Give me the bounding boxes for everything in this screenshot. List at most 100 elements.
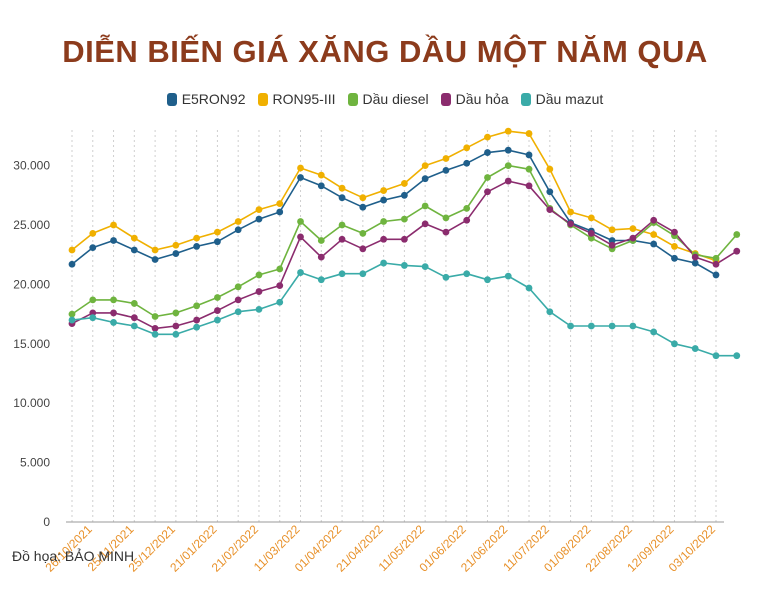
data-point-ron95-iii	[255, 206, 263, 213]
data-point-d-u-h-a	[234, 296, 242, 304]
data-point-d-u-h-a	[255, 288, 263, 295]
data-point-d-u-diesel	[587, 234, 595, 242]
data-point-d-u-mazut	[463, 270, 471, 278]
data-point-d-u-h-a	[629, 234, 637, 242]
data-point-ron95-iii	[130, 234, 138, 242]
data-point-ron95-iii	[484, 133, 491, 141]
legend-swatch-diesel	[347, 92, 358, 106]
data-point-d-u-h-a	[546, 206, 554, 213]
data-point-e5ron92	[255, 215, 263, 223]
data-point-d-u-mazut	[130, 322, 138, 330]
data-point-d-u-diesel	[255, 271, 263, 279]
y-tick-label: 10.000	[13, 396, 50, 410]
data-point-d-u-mazut	[193, 323, 201, 331]
data-point-e5ron92	[525, 151, 533, 159]
data-point-d-u-mazut	[567, 322, 574, 330]
data-point-d-u-mazut	[525, 284, 533, 292]
data-point-d-u-mazut	[400, 262, 408, 269]
data-point-e5ron92	[442, 166, 450, 174]
data-point-d-u-diesel	[733, 231, 741, 238]
y-tick-label: 20.000	[13, 277, 50, 291]
data-point-e5ron92	[691, 259, 699, 267]
data-point-d-u-mazut	[504, 272, 512, 280]
data-point-ron95-iii	[110, 221, 117, 229]
data-point-d-u-h-a	[359, 245, 367, 253]
data-point-d-u-mazut	[234, 308, 242, 316]
data-point-e5ron92	[359, 203, 367, 211]
data-point-e5ron92	[193, 243, 201, 250]
data-point-d-u-diesel	[442, 214, 450, 222]
data-point-d-u-h-a	[484, 188, 491, 196]
data-point-d-u-diesel	[317, 237, 325, 244]
data-point-e5ron92	[338, 194, 346, 202]
data-point-ron95-iii	[671, 243, 678, 250]
data-point-d-u-mazut	[484, 276, 491, 284]
data-point-d-u-diesel	[525, 165, 533, 173]
data-point-d-u-diesel	[89, 296, 97, 304]
data-point-ron95-iii	[234, 218, 242, 225]
legend-item-diesel: Dầu diesel	[347, 91, 429, 107]
data-point-ron95-iii	[400, 180, 408, 187]
data-point-ron95-iii	[587, 214, 595, 222]
data-point-d-u-mazut	[89, 314, 97, 322]
data-point-d-u-mazut	[68, 316, 76, 324]
data-point-ron95-iii	[172, 241, 180, 249]
data-point-d-u-h-a	[567, 220, 574, 228]
data-point-d-u-h-a	[463, 216, 471, 224]
data-point-d-u-h-a	[193, 316, 201, 324]
data-point-d-u-mazut	[712, 352, 720, 360]
data-point-d-u-h-a	[712, 260, 720, 268]
data-point-ron95-iii	[297, 164, 304, 172]
data-point-ron95-iii	[380, 187, 388, 194]
data-point-d-u-diesel	[484, 174, 491, 181]
data-point-d-u-mazut	[546, 308, 554, 316]
data-point-d-u-diesel	[193, 302, 201, 310]
data-point-d-u-h-a	[276, 282, 284, 290]
data-point-d-u-mazut	[172, 330, 180, 338]
legend-label-ron95: RON95-III	[272, 91, 336, 107]
data-point-d-u-diesel	[130, 300, 138, 307]
data-point-d-u-mazut	[151, 330, 159, 338]
data-point-d-u-mazut	[608, 322, 616, 330]
data-point-d-u-mazut	[671, 340, 678, 348]
data-point-d-u-mazut	[629, 322, 637, 330]
data-point-e5ron92	[650, 240, 658, 248]
series-line-e5ron92	[71, 149, 717, 276]
chart-legend: E5RON92 RON95-III Dầu diesel Dầu hỏa Dầu…	[0, 91, 770, 107]
legend-swatch-kerosene	[440, 92, 451, 106]
data-point-ron95-iii	[546, 165, 554, 173]
data-point-d-u-mazut	[317, 276, 325, 284]
data-point-d-u-mazut	[691, 345, 699, 352]
data-point-e5ron92	[463, 159, 471, 167]
data-point-ron95-iii	[89, 229, 97, 237]
data-point-d-u-mazut	[276, 298, 284, 306]
data-point-d-u-diesel	[68, 310, 76, 318]
y-tick-label: 15.000	[13, 337, 50, 351]
series-points	[68, 127, 741, 360]
series-line-ron95-iii	[71, 130, 717, 262]
data-point-e5ron92	[110, 237, 117, 244]
data-point-d-u-h-a	[504, 177, 512, 185]
data-point-d-u-h-a	[297, 233, 304, 241]
y-tick-label: 5.000	[20, 456, 50, 470]
data-point-d-u-diesel	[297, 218, 304, 225]
x-axis-ticks: 26/10/202125/11/202125/12/202121/01/2022…	[43, 522, 719, 575]
data-point-e5ron92	[214, 238, 221, 246]
data-point-e5ron92	[608, 237, 616, 244]
data-point-e5ron92	[712, 271, 720, 279]
data-point-ron95-iii	[338, 184, 346, 192]
data-point-d-u-h-a	[733, 247, 741, 255]
data-point-ron95-iii	[68, 246, 76, 254]
data-point-d-u-h-a	[338, 235, 346, 243]
data-point-d-u-diesel	[463, 205, 471, 212]
data-point-e5ron92	[421, 175, 429, 183]
data-point-ron95-iii	[567, 208, 574, 216]
data-point-d-u-h-a	[151, 324, 159, 332]
data-point-d-u-h-a	[380, 235, 388, 243]
data-point-d-u-h-a	[650, 216, 658, 224]
data-point-e5ron92	[297, 174, 304, 181]
y-tick-label: 25.000	[13, 218, 50, 232]
data-point-d-u-h-a	[608, 241, 616, 249]
data-point-e5ron92	[380, 196, 388, 204]
